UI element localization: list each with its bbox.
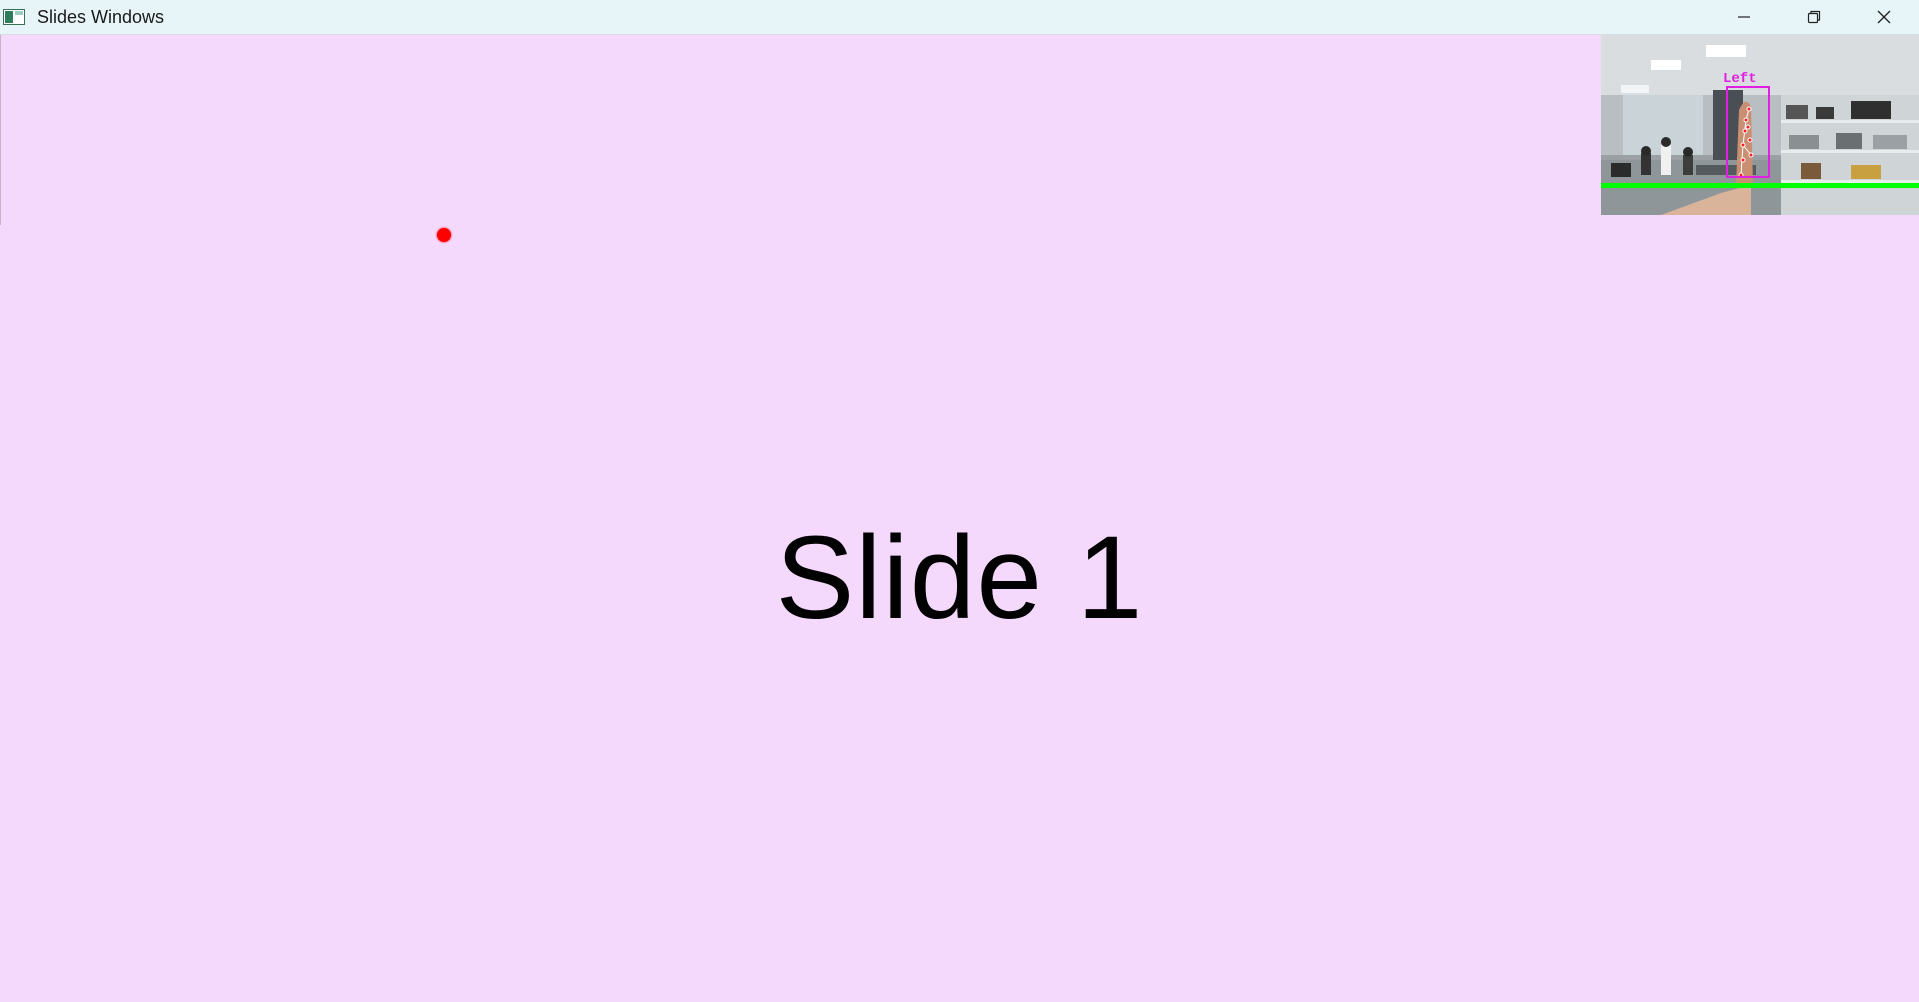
- title-bar[interactable]: Slides Windows: [0, 0, 1919, 35]
- minimize-button[interactable]: [1709, 0, 1779, 34]
- restore-button[interactable]: [1779, 0, 1849, 34]
- slide-title: Slide 1: [775, 512, 1144, 644]
- camera-preview: Left: [1601, 35, 1919, 215]
- close-button[interactable]: [1849, 0, 1919, 34]
- window-edge: [0, 35, 1, 225]
- close-icon: [1877, 10, 1891, 24]
- hand-label: Left: [1723, 71, 1757, 87]
- laser-pointer-dot: [437, 228, 451, 242]
- window-title: Slides Windows: [37, 6, 165, 27]
- restore-icon: [1807, 10, 1821, 24]
- app-window-icon: [3, 9, 25, 25]
- window-controls: [1709, 0, 1919, 34]
- slide-canvas[interactable]: [0, 35, 1919, 1002]
- minimize-icon: [1738, 16, 1750, 18]
